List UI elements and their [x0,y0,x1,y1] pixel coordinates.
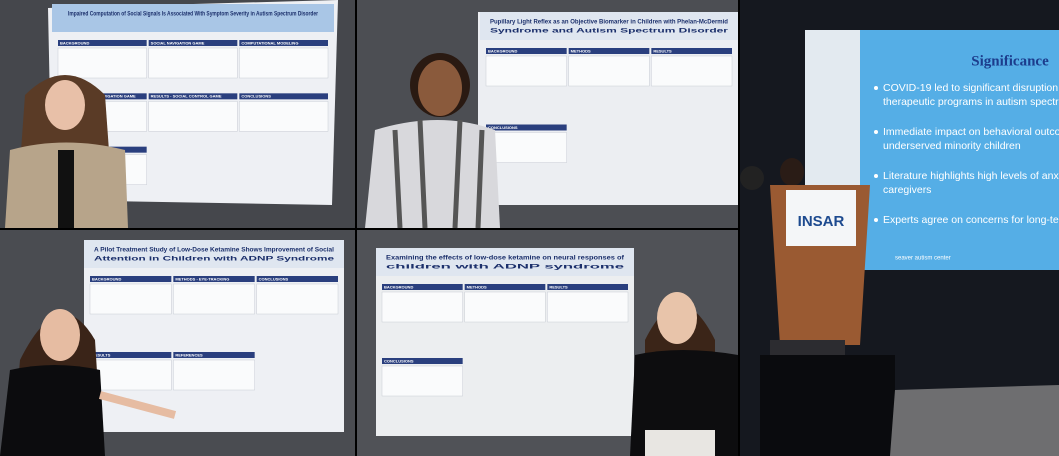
section-body [485,132,567,163]
section-bar [58,40,147,46]
section-heading: RESULTS [653,48,672,53]
section-body [239,101,329,132]
poster-title: Examining the effects of low-dose ketami… [386,255,625,262]
section-body [148,101,238,132]
section-heading: SOCIAL NAVIGATION GAME [151,40,205,45]
poster [478,12,738,205]
section-heading: REFERENCES [175,352,203,357]
poster-title: Pupillary Light Reflex as an Objective B… [490,19,728,26]
section-body [485,55,567,87]
section-bar [173,276,255,282]
section-bar [651,48,732,54]
person [5,75,128,228]
flowers [740,166,764,190]
section-body [381,365,463,397]
poster-title: A Pilot Treatment Study of Low-Dose Keta… [94,247,334,254]
bullet-dot [874,174,878,178]
section-heading: RESULTS [92,352,111,357]
slide-bullets: COVID-19 led to significant disruption i… [874,82,1059,226]
section-heading: CONCLUSIONS [259,276,289,281]
section-bar [90,276,172,282]
section-body [568,55,650,87]
section-bar [148,40,238,46]
section-bar [173,352,255,358]
poster-header [84,240,344,268]
section-heading: BACKGROUND [488,48,517,53]
bullet-text: underserved minority children [883,140,1021,152]
section-body [89,359,172,391]
bullet-dot [874,218,878,222]
poster-header [52,4,334,32]
poster-title: Impaired Computation of Social Signals I… [68,11,318,18]
section-body [57,47,147,79]
section-heading: RESULTS - SOCIAL CONTROL GAME [151,94,222,99]
slide-logo: seaver autism center [895,256,951,262]
poster-title: children with ADNP syndrome [386,264,625,271]
podium-sign-text: INSAR [798,213,845,230]
section-heading: METHODS [467,284,487,289]
section-body [239,47,329,79]
section-bar [90,352,172,358]
section-body [464,291,546,323]
bullet-text: Literature highlights high levels of anx… [883,170,1059,182]
section-body [381,291,463,323]
section-body [651,55,733,87]
section-bar [486,48,567,54]
section-heading: BACKGROUND [384,284,413,289]
section-bar [568,48,650,54]
poster-header [480,12,738,40]
section-bar [239,93,328,100]
podium-sign [786,190,856,246]
section-bar [486,124,567,131]
poster-header [376,248,634,276]
section-body [173,283,255,315]
person [0,309,177,456]
section-heading: BACKGROUND [92,276,121,281]
speaker [780,158,804,186]
bullet-dot [874,86,878,90]
section-body [173,359,255,391]
section-heading: METHODS [571,48,591,53]
bullet-text: Immediate impact on behavioral outcon [883,126,1059,138]
section-bar [464,284,546,290]
section-body [256,283,339,315]
section-body [547,291,629,323]
section-heading: BACKGROUND [60,40,89,45]
section-heading: COMPUTATIONAL MODELING [241,40,298,45]
bullet-text: therapeutic programs in autism spectru [883,96,1059,108]
section-heading: CONCLUSIONS [384,358,414,363]
section-bar [382,284,463,290]
poster-title: Attention in Children with ADNP Syndrome [94,256,335,263]
section-bar [382,358,463,364]
bullet-text: caregivers [883,184,931,196]
poster [376,248,634,436]
slide-title: Significance [971,53,1049,69]
section-bar [148,93,238,100]
carpet [890,385,1059,456]
section-heading: CONCLUSIONS [241,94,271,99]
poster-title: Syndrome and Autism Spectrum Disorder [490,28,729,35]
section-body [148,47,238,79]
bullet-dot [874,130,878,134]
bullet-text: COVID-19 led to significant disruption i… [883,82,1059,94]
section-bar [547,284,628,290]
section-body [89,283,172,315]
stage-table [760,355,895,456]
section-heading: RESULTS [549,284,568,289]
section-bar [256,276,338,282]
section-heading: METHODS - EYE-TRACKING [175,276,229,281]
bullet-text: Experts agree on concerns for long-term [883,214,1059,226]
section-bar [239,40,328,46]
person [630,292,738,456]
person [365,53,500,229]
section-heading: CONCLUSIONS [488,125,518,130]
